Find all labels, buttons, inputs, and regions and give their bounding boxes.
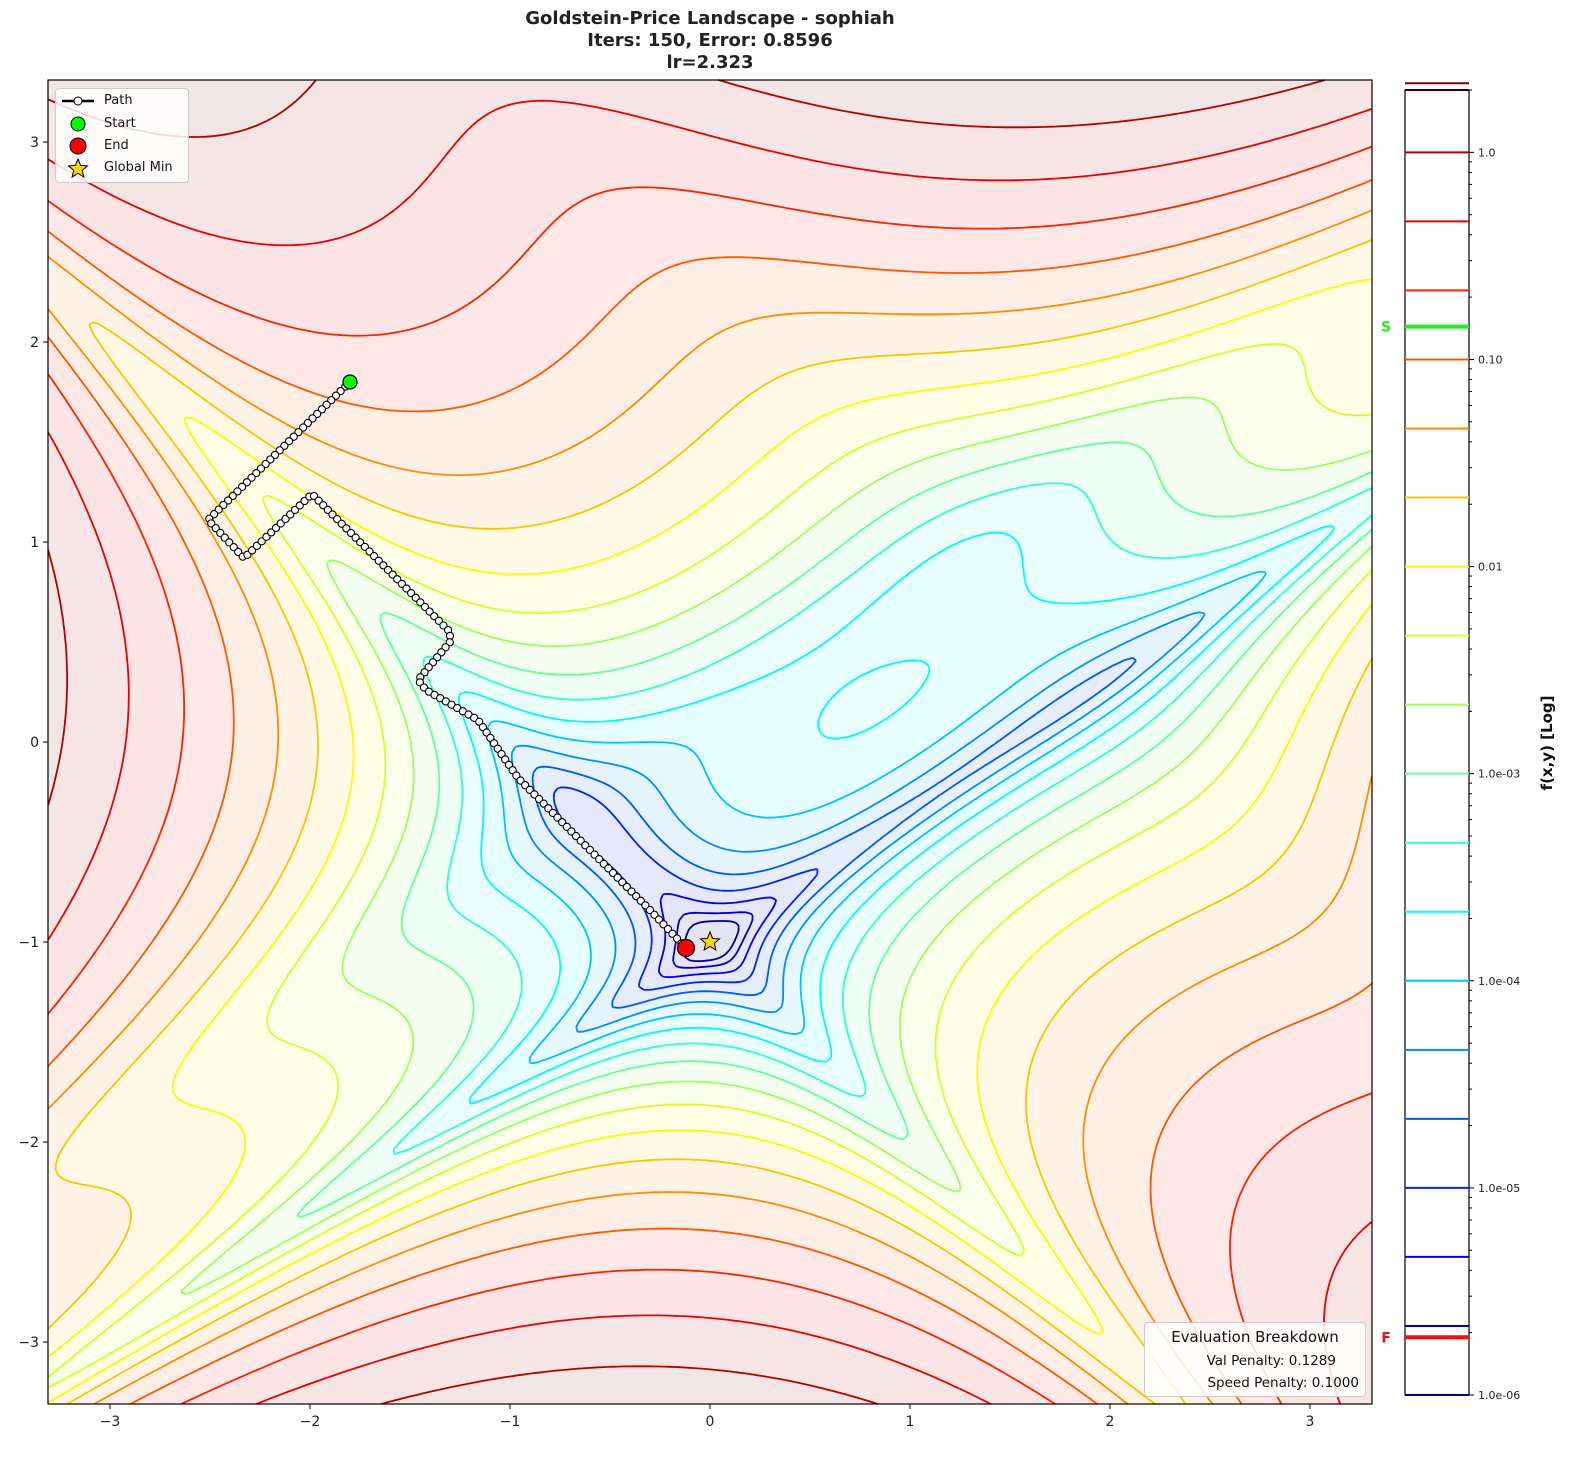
path-line — [206, 381, 687, 949]
contour-level-18 — [47, 79, 1326, 1405]
title-line-3: lr=2.323 — [666, 52, 754, 73]
global-min-star-icon — [699, 930, 721, 952]
colorbar-tick-label: 1.0e-03 — [1478, 768, 1520, 781]
evaluation-title: Evaluation Breakdown — [1171, 1328, 1339, 1346]
plot-frame — [47, 79, 1373, 1405]
val-penalty: Val Penalty: 0.1289 — [1206, 1353, 1336, 1369]
legend-path: Path — [104, 93, 133, 108]
contour-level-16 — [47, 145, 1373, 1405]
optimizer-path — [205, 374, 721, 958]
colorbar-box — [1404, 89, 1470, 1396]
title-line-1: Goldstein-Price Landscape - sophiah — [525, 8, 895, 29]
speed-penalty: Speed Penalty: 0.1000 — [1207, 1375, 1359, 1391]
colorbar-tick-label: 1.0e-06 — [1478, 1389, 1520, 1402]
end-marker — [676, 938, 696, 958]
x-tick-label: 3 — [1306, 1414, 1315, 1430]
legend-start-marker — [70, 116, 86, 132]
contour-level-15 — [47, 179, 1373, 1405]
contour-level-10 — [180, 396, 1373, 1295]
contour-level-3 — [552, 786, 819, 991]
contour-level-4 — [531, 657, 1137, 1009]
colorbar-tick-label: 1.0e-04 — [1478, 975, 1520, 988]
contour-level-17 — [47, 99, 1373, 1405]
legend: Path Start End Global Min — [55, 88, 189, 183]
colorbar-tick-label: 0.10 — [1478, 353, 1503, 366]
contour-level-5 — [510, 611, 1206, 1033]
colorbar-tick-label: 0.01 — [1478, 561, 1503, 574]
legend-start: Start — [104, 116, 136, 131]
y-tick-label: 2 — [30, 335, 39, 351]
x-tick-label: 1 — [906, 1414, 915, 1430]
contour-level-8 — [392, 482, 1373, 1156]
contour-level-12 — [47, 278, 1373, 1404]
contour-lines — [47, 79, 1373, 1405]
y-tick-label: 1 — [30, 535, 39, 551]
colorbar-tick-label: 1.0 — [1478, 146, 1496, 159]
contour-level-1 — [672, 911, 754, 969]
colorbar-label: f(x,y) [Log] — [1538, 696, 1556, 791]
colorbar-tick-label: 1.0e-05 — [1478, 1182, 1520, 1195]
chart-title: Goldstein-Price Landscape - sophiah Iter… — [0, 8, 1420, 74]
legend-global-min: Global Min — [104, 160, 173, 175]
x-tick-label: −1 — [500, 1414, 521, 1430]
colorbar: 1.0 0.10 0.01 1.0e-03 1.0e-04 1.0e-05 1.0e-06 S… — [1381, 82, 1520, 1402]
x-tick-label: −3 — [100, 1414, 121, 1430]
contour-level-9 — [296, 441, 1373, 1218]
contour-level-13 — [47, 239, 1373, 1405]
start-marker — [342, 374, 358, 390]
y-tick-label: −2 — [18, 1135, 39, 1151]
legend-end: End — [104, 138, 129, 153]
y-tick-label: −1 — [18, 935, 39, 951]
y-tick-label: 0 — [30, 735, 39, 751]
colorbar-final-marker-label: F — [1381, 1330, 1391, 1346]
contour-level-14 — [47, 209, 1373, 1405]
x-tick-label: 0 — [706, 1414, 715, 1430]
legend-end-marker — [69, 137, 87, 155]
star-icon — [67, 157, 89, 179]
x-tick-label: −2 — [300, 1414, 321, 1430]
x-tick-label: 2 — [1106, 1414, 1115, 1430]
contour-level-11 — [47, 343, 1373, 1389]
legend-path-marker — [73, 96, 83, 106]
title-line-2: Iters: 150, Error: 0.8596 — [587, 30, 833, 51]
y-tick-label: −3 — [18, 1335, 39, 1351]
y-tick-label: 3 — [30, 135, 39, 151]
colorbar-start-marker-label: S — [1381, 320, 1391, 336]
y-axis: −3 −2 −1 0 1 2 3 — [18, 135, 48, 1351]
x-axis: −3 −2 −1 0 1 2 3 — [100, 1404, 1315, 1430]
contour-level-6 — [486, 570, 1267, 1065]
evaluation-breakdown: Evaluation Breakdown Val Penalty: 0.1289… — [1144, 1322, 1366, 1397]
